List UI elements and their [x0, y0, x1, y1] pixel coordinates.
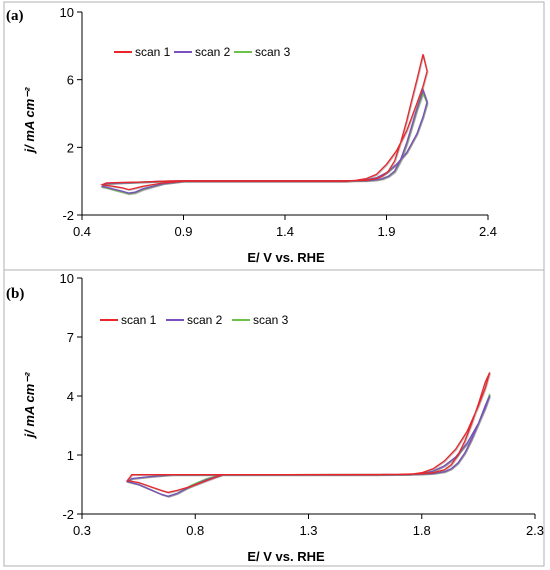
panel-b-series-shadow-1 [127, 372, 492, 494]
panel-a-plot-area: -2 2 6 10 0.4 0.9 1.4 1.9 2.4 [60, 5, 498, 239]
panel-b-series-shadow-3 [126, 394, 492, 498]
panel-b: (b) -2 1 4 7 10 0.3 0.8 1.3 1.8 2.3 j/ mA cm⁻² E/… [3, 269, 545, 567]
panel-b-y-tick-label: 4 [67, 389, 74, 404]
panel-b-frame [3, 269, 545, 567]
panel-b-y-tick-label: 10 [60, 271, 74, 286]
panel-a-y-tick-label: 6 [67, 73, 74, 88]
panel-b-y-axis-title: j/ mA cm⁻² [22, 372, 37, 440]
panel-b-series-shadow-2 [126, 396, 492, 498]
panel-b-x-tick-label: 2.3 [526, 523, 544, 538]
panel-a-x-tick-label: 2.4 [479, 224, 497, 239]
panel-a-label: (a) [6, 8, 24, 24]
panel-a-series-scan-1 [100, 54, 428, 191]
panel-a-legend-label-3: scan 3 [255, 45, 291, 59]
panel-a-legend: scan 1 scan 2 scan 3 [114, 45, 291, 59]
panel-b-y-tick-label: 1 [67, 448, 74, 463]
panel-a-y-tick-label: 2 [67, 140, 74, 155]
panel-a: (a) -2 2 6 10 0.4 0.9 1.4 1.9 2.4 j/ mA cm⁻² E/ … [3, 1, 545, 271]
panel-b-plot-area: -2 1 4 7 10 0.3 0.8 1.3 1.8 2.3 [60, 271, 545, 538]
panel-a-x-tick-label: 0.9 [174, 224, 192, 239]
panel-b-x-axis-title: E/ V vs. RHE [247, 549, 325, 564]
panel-a-legend-label-1: scan 1 [135, 45, 171, 59]
panel-b-legend: scan 1 scan 2 scan 3 [100, 313, 289, 327]
panel-b-x-tick-label: 1.8 [413, 523, 431, 538]
panel-a-x-tick-label: 1.4 [276, 224, 294, 239]
panel-b-y-tick-label: -2 [62, 507, 74, 522]
panel-b-label: (b) [6, 286, 24, 302]
panel-a-series-shadow-1 [101, 54, 429, 192]
panel-b-x-tick-label: 0.3 [73, 523, 91, 538]
panel-b-legend-label-3: scan 3 [253, 313, 289, 327]
panel-b-x-tick-label: 0.8 [186, 523, 204, 538]
panel-a-y-tick-label: -2 [62, 208, 74, 223]
panel-b-series-scan-2 [125, 395, 491, 497]
panel-b-series-scan-3 [125, 393, 491, 497]
panel-a-x-tick-label: 0.4 [73, 224, 91, 239]
panel-a-y-axis-title: j/ mA cm⁻² [22, 87, 37, 155]
panel-b-series-scan-1 [126, 372, 491, 494]
panel-a-x-tick-label: 1.9 [377, 224, 395, 239]
panel-b-x-tick-label: 1.3 [299, 523, 317, 538]
panel-a-x-axis-title: E/ V vs. RHE [247, 250, 325, 265]
panel-b-legend-label-1: scan 1 [121, 313, 157, 327]
panel-b-y-tick-label: 7 [67, 330, 74, 345]
panel-a-legend-label-2: scan 2 [195, 45, 231, 59]
panel-a-y-tick-label: 10 [60, 5, 74, 20]
panel-b-legend-label-2: scan 2 [187, 313, 223, 327]
